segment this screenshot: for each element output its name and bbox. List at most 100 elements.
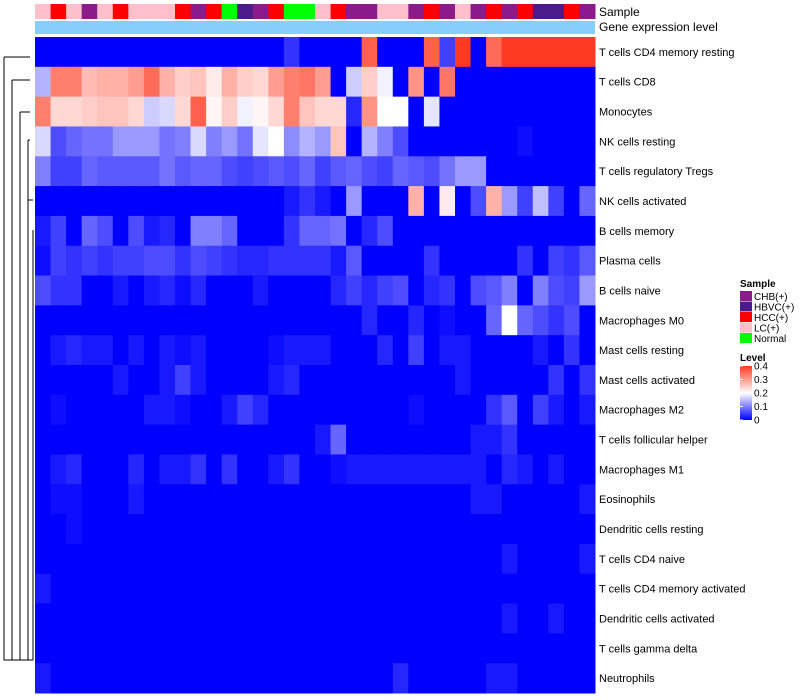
row-label: T cells regulatory Tregs [599, 166, 714, 178]
heatmap-cell [143, 454, 160, 485]
heatmap-cell [439, 573, 456, 605]
heatmap-cell [283, 126, 300, 157]
legend: Sample CHB(+)HBVC(+)HCC(+)LC(+)Normal Leve… [740, 279, 794, 427]
heatmap-cell [408, 96, 425, 127]
heatmap-cell [237, 663, 254, 694]
heatmap-cell [299, 215, 316, 247]
heatmap-cell [128, 514, 145, 545]
heatmap-cell [330, 424, 347, 455]
heatmap-cell [423, 156, 440, 187]
heatmap-cell [315, 186, 332, 217]
heatmap-cell [392, 573, 409, 605]
heatmap-cell [143, 543, 160, 575]
heatmap-cell [190, 543, 207, 575]
heatmap-cell [221, 603, 238, 634]
heatmap-cell [377, 96, 394, 127]
heatmap-cell [237, 424, 254, 455]
heatmap-cell [299, 514, 316, 545]
heatmap-cell [128, 424, 145, 455]
heatmap-cell [330, 37, 347, 68]
heatmap-cell [361, 424, 378, 455]
heatmap-cell [377, 394, 394, 426]
heatmap-cell [408, 126, 425, 157]
heatmap-cell [159, 156, 176, 187]
row-label: Dendritic cells resting [599, 524, 704, 536]
heatmap-cell [486, 603, 503, 634]
heatmap-cell [237, 335, 254, 366]
heatmap-cell [455, 573, 472, 605]
heatmap-cell [455, 66, 472, 98]
heatmap-cell [330, 186, 347, 217]
heatmap-cell [517, 633, 534, 664]
heatmap-cell [112, 573, 129, 605]
heatmap-cell [346, 126, 363, 157]
heatmap-cell [423, 603, 440, 634]
heatmap-cell [408, 335, 425, 366]
heatmap-cell [361, 394, 378, 426]
heatmap-cell [190, 663, 207, 694]
heatmap-cell [330, 394, 347, 426]
legend-swatch [740, 301, 752, 312]
heatmap-cell [50, 126, 67, 157]
heatmap-cell [283, 305, 300, 336]
heatmap-cell [377, 663, 394, 694]
heatmap-cell [221, 454, 238, 485]
heatmap-cell [563, 633, 580, 664]
heatmap-cell [159, 275, 176, 306]
heatmap-cell [283, 633, 300, 664]
heatmap-cell [190, 96, 207, 127]
heatmap-cell [517, 215, 534, 247]
heatmap-cell [112, 603, 129, 634]
heatmap-cell [237, 454, 254, 485]
sample-annotation-cell [501, 4, 518, 19]
heatmap-cell [501, 543, 518, 575]
heatmap-cell [143, 663, 160, 694]
heatmap-cell [159, 424, 176, 455]
sample-annotation-cell [35, 4, 52, 19]
heatmap-cell [237, 543, 254, 575]
heatmap-cell [470, 543, 487, 575]
heatmap-cell [315, 543, 332, 575]
heatmap-cell [361, 335, 378, 366]
heatmap-cell [221, 663, 238, 694]
heatmap-cell [361, 305, 378, 336]
heatmap-cell [128, 245, 145, 277]
heatmap-cell [470, 66, 487, 98]
heatmap-cell [128, 156, 145, 187]
heatmap-cell [143, 156, 160, 187]
heatmap-cell [532, 275, 549, 306]
heatmap-cell [128, 126, 145, 157]
heatmap-cell [299, 156, 316, 187]
heatmap-cell [501, 96, 518, 127]
heatmap-cell [221, 633, 238, 664]
heatmap-cell [470, 275, 487, 306]
heatmap-cell [112, 633, 129, 664]
row-label: Eosinophils [599, 494, 656, 506]
legend-entry: Normal [754, 334, 786, 345]
heatmap-cell [563, 573, 580, 605]
heatmap-cell [579, 96, 596, 127]
heatmap-cell [97, 335, 114, 366]
heatmap-cell [221, 514, 238, 545]
heatmap-cell [455, 603, 472, 634]
heatmap-cell [299, 66, 316, 98]
heatmap-cell [563, 275, 580, 306]
row-label: Mast cells activated [599, 375, 695, 387]
sample-annotation-cell [470, 4, 487, 19]
heatmap-cell [423, 573, 440, 605]
heatmap-cell [159, 305, 176, 336]
heatmap-cell [470, 454, 487, 485]
heatmap-cell [579, 573, 596, 605]
heatmap-cell [346, 156, 363, 187]
heatmap-cell [50, 245, 67, 277]
row-label: Neutrophils [599, 673, 655, 685]
heatmap-cell [112, 394, 129, 426]
heatmap-cell [237, 186, 254, 217]
heatmap-cell [81, 543, 98, 575]
heatmap-cell [501, 245, 518, 277]
heatmap-cell [439, 37, 456, 68]
heatmap-cell [175, 156, 192, 187]
heatmap-cell [81, 275, 98, 306]
heatmap-cell [268, 186, 285, 217]
heatmap-cell [579, 37, 596, 68]
